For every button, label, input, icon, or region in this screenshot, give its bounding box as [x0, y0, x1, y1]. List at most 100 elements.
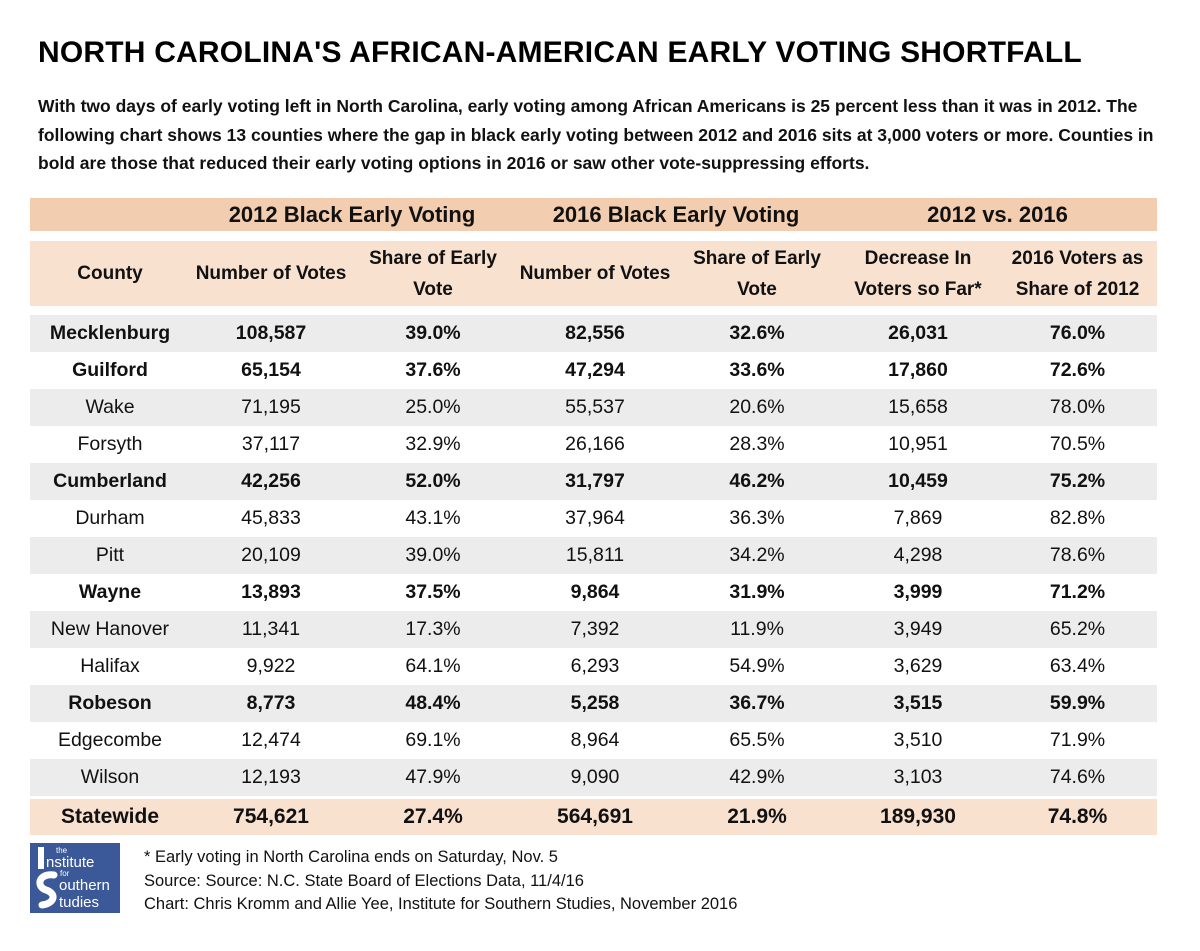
- table-row: Wayne 13,893 37.5% 9,864 31.9% 3,999 71.2%: [30, 574, 1157, 611]
- column-group-comparison: 2012 vs. 2016: [927, 201, 1068, 227]
- logo-text: tudies: [59, 894, 99, 911]
- table-cell: 10,951: [888, 433, 948, 455]
- table-cell: 9,922: [246, 655, 296, 677]
- table-cell: 82,556: [565, 322, 625, 344]
- total-cell: 189,930: [880, 805, 956, 828]
- table-cell: 69.1%: [405, 729, 461, 751]
- county-name: Mecklenburg: [49, 322, 171, 344]
- table-cell: 7,392: [570, 618, 620, 640]
- table-cell: 37,964: [565, 507, 625, 529]
- footnotes: * Early voting in North Carolina ends on…: [144, 846, 737, 917]
- table-cell: 64.1%: [405, 655, 461, 677]
- table-row: Mecklenburg 108,587 39.0% 82,556 32.6% 26,031…: [30, 315, 1157, 352]
- column-header-2012-votes: Number of Votes: [195, 263, 347, 284]
- logo-text: the: [56, 846, 68, 855]
- table-cell: 74.6%: [1049, 766, 1106, 788]
- table-row: Cumberland 42,256 52.0% 31,797 46.2% 10,459 75…: [30, 463, 1157, 500]
- table-cell: 20.6%: [729, 396, 785, 418]
- footnote-source: Source: Source: N.C. State Board of Elec…: [144, 871, 584, 890]
- column-header-2012-share: Share of Early Vote: [369, 247, 497, 300]
- institute-logo-mark: the nstitute for outhern tudies: [30, 843, 120, 913]
- table-cell: 78.0%: [1049, 396, 1106, 418]
- logo-text: for: [60, 869, 70, 878]
- county-name: Cumberland: [53, 470, 167, 492]
- table-cell: 4,298: [893, 544, 943, 566]
- institute-logo: the nstitute for outhern tudies: [30, 843, 120, 913]
- table-cell: 55,537: [565, 396, 625, 418]
- table-cell: 31,797: [565, 470, 625, 492]
- statewide-total-row: Statewide 754,621 27.4% 564,691 21.9% 18…: [30, 799, 1157, 835]
- table-cell: 12,193: [241, 766, 301, 788]
- county-name: Wilson: [80, 766, 140, 788]
- table-cell: 42,256: [241, 470, 301, 492]
- column-header-row: County Number of Votes Share of Early Vo…: [30, 241, 1157, 306]
- table-row: Wake 71,195 25.0% 55,537 20.6% 15,658 78.0%: [30, 389, 1157, 426]
- table-cell: 52.0%: [405, 470, 461, 492]
- page-title: NORTH CAROLINA'S AFRICAN-AMERICAN EARLY …: [38, 36, 1082, 69]
- table-cell: 39.0%: [405, 322, 461, 344]
- table-cell: 54.9%: [729, 655, 785, 677]
- table-row: Guilford 65,154 37.6% 47,294 33.6% 17,860 72.6…: [30, 352, 1157, 389]
- table-cell: 11.9%: [730, 618, 784, 640]
- table-cell: 32.6%: [729, 322, 785, 344]
- table-cell: 17,860: [888, 359, 948, 381]
- table-cell: 47.9%: [405, 766, 461, 788]
- column-group-2012: 2012 Black Early Voting: [228, 201, 476, 227]
- table-cell: 36.3%: [729, 507, 785, 529]
- table-cell: 34.2%: [729, 544, 785, 566]
- column-header-county: County: [77, 263, 143, 284]
- table-cell: 5,258: [570, 692, 620, 714]
- table-cell: 6,293: [570, 655, 620, 677]
- column-header-share-of-2012: 2016 Voters as Share of 2012: [1011, 247, 1144, 300]
- table-cell: 78.6%: [1049, 544, 1106, 566]
- table-cell: 3,510: [893, 729, 943, 751]
- table-cell: 75.2%: [1049, 470, 1106, 492]
- table-cell: 3,103: [893, 766, 943, 788]
- table-row: New Hanover 11,341 17.3% 7,392 11.9% 3,949 65.…: [30, 611, 1157, 648]
- county-name: Wake: [85, 396, 135, 418]
- total-cell: 754,621: [233, 805, 309, 828]
- county-name: Robeson: [68, 692, 152, 714]
- voting-table: 2012 Black Early Voting 2016 Black Early…: [30, 198, 1157, 835]
- county-name: Durham: [75, 507, 145, 529]
- table-cell: 108,587: [235, 322, 307, 344]
- table-cell: 33.6%: [729, 359, 785, 381]
- total-cell: 564,691: [557, 805, 633, 828]
- table-cell: 65.5%: [729, 729, 785, 751]
- table-cell: 10,459: [888, 470, 948, 492]
- table-row: Robeson 8,773 48.4% 5,258 36.7% 3,515 59.9%: [30, 685, 1157, 722]
- table-cell: 28.3%: [729, 433, 785, 455]
- table-cell: 25.0%: [405, 396, 461, 418]
- table-cell: 42.9%: [729, 766, 785, 788]
- table-body: Mecklenburg 108,587 39.0% 82,556 32.6% 26,031…: [30, 315, 1157, 796]
- total-label: Statewide: [60, 805, 160, 828]
- table-row: Edgecombe 12,474 69.1% 8,964 65.5% 3,510 71.9%: [30, 722, 1157, 759]
- table-cell: 43.1%: [405, 507, 461, 529]
- table-cell: 36.7%: [729, 692, 785, 714]
- column-group-header-row: 2012 Black Early Voting 2016 Black Early…: [30, 198, 1157, 231]
- table-cell: 32.9%: [405, 433, 461, 455]
- table-cell: 20,109: [241, 544, 301, 566]
- table-cell: 37,117: [241, 433, 301, 455]
- county-name: Guilford: [72, 359, 148, 381]
- table-cell: 31.9%: [729, 581, 785, 603]
- total-cell: 27.4%: [403, 805, 463, 828]
- table-cell: 3,999: [893, 581, 943, 603]
- table-row: Pitt 20,109 39.0% 15,811 34.2% 4,298 78.6%: [30, 537, 1157, 574]
- table-cell: 13,893: [241, 581, 301, 603]
- table-row: Durham 45,833 43.1% 37,964 36.3% 7,869 82.8%: [30, 500, 1157, 537]
- table-cell: 65,154: [241, 359, 301, 381]
- county-name: Forsyth: [77, 433, 143, 455]
- table-cell: 7,869: [893, 507, 943, 529]
- table-cell: 3,629: [893, 655, 943, 677]
- table-cell: 15,658: [888, 396, 948, 418]
- column-header-2016-votes: Number of Votes: [519, 263, 671, 284]
- table-cell: 37.5%: [405, 581, 461, 603]
- table-row: Wilson 12,193 47.9% 9,090 42.9% 3,103 74.6%: [30, 759, 1157, 796]
- total-cell: 21.9%: [727, 805, 787, 828]
- table-cell: 71,195: [241, 396, 301, 418]
- table-cell: 37.6%: [405, 359, 461, 381]
- table-cell: 63.4%: [1049, 655, 1106, 677]
- table-cell: 39.0%: [405, 544, 461, 566]
- county-name: Edgecombe: [57, 729, 163, 751]
